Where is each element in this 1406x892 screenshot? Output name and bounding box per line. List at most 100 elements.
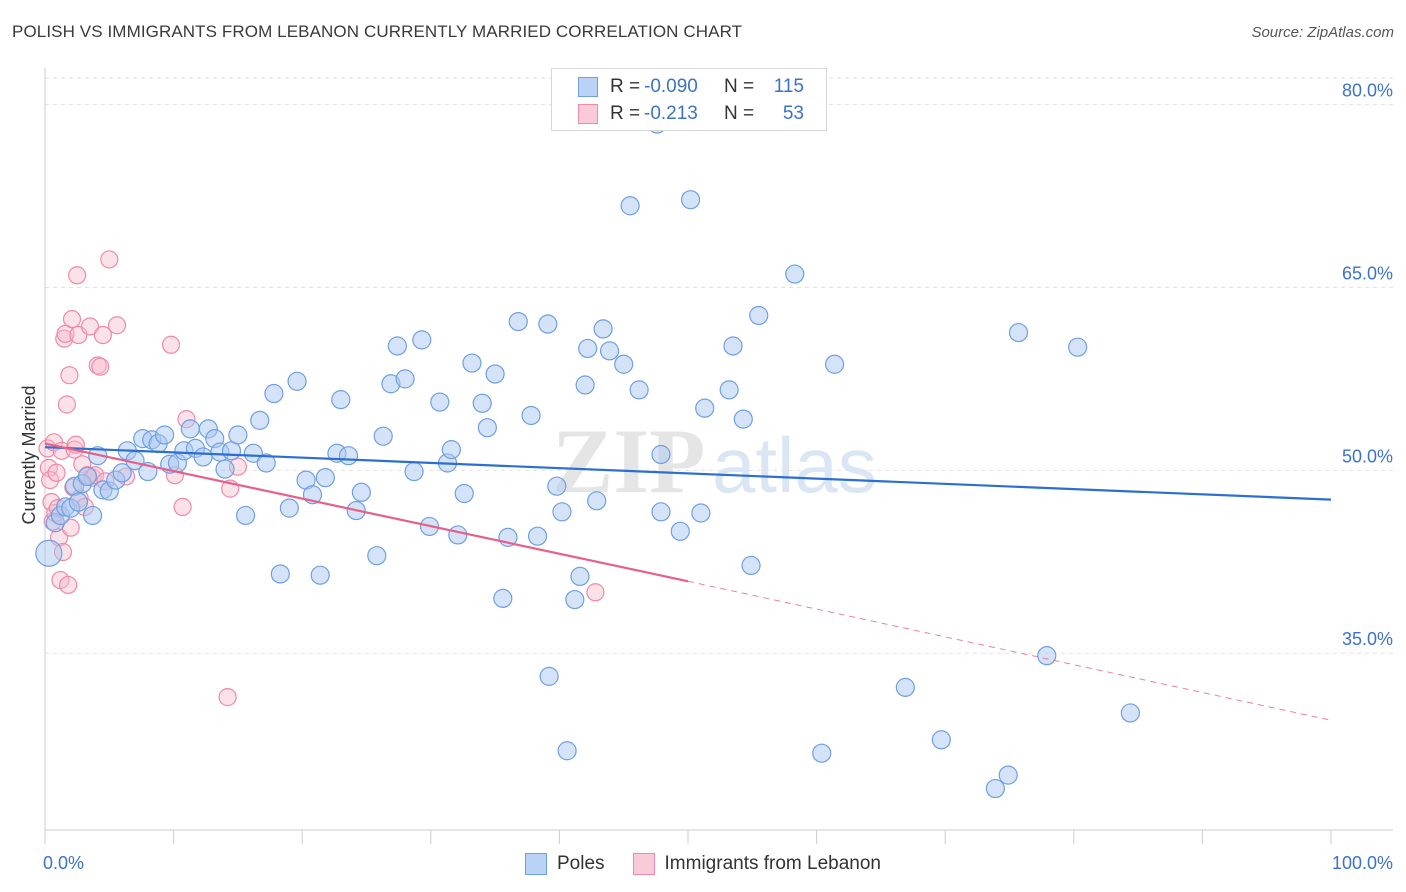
poles-point	[310, 565, 330, 585]
poles-point	[547, 476, 567, 496]
poles-point	[557, 741, 577, 761]
lebanon-point	[173, 497, 192, 517]
poles-point	[741, 555, 761, 576]
poles-point	[651, 444, 671, 465]
legend-item-poles: Poles	[524, 853, 605, 875]
lebanon-point	[161, 335, 181, 354]
n-value: 115	[773, 76, 804, 97]
poles-point	[1120, 703, 1140, 723]
poles-point	[1037, 646, 1057, 666]
legend-label-poles: Poles	[556, 853, 605, 874]
poles-point	[985, 778, 1005, 799]
lebanon-point	[47, 463, 66, 482]
poles-point	[620, 196, 640, 216]
poles-point	[485, 364, 505, 384]
lebanon-point	[100, 250, 119, 269]
poles-point	[552, 502, 572, 522]
poles-point	[250, 410, 270, 430]
poles-point	[691, 503, 711, 523]
poles-point	[430, 392, 450, 412]
y-tick-label: 35.0%	[1342, 629, 1393, 649]
poles-point	[338, 446, 359, 466]
poles-point	[1008, 322, 1029, 343]
poles-point	[570, 566, 590, 587]
trend-lines	[44, 442, 1332, 721]
poles-point	[154, 425, 175, 445]
poles-point	[472, 393, 492, 413]
poles-point	[651, 502, 671, 522]
y-tick-label: 80.0%	[1342, 81, 1393, 101]
poles-point	[228, 425, 248, 445]
poles-point	[462, 353, 482, 373]
r-value: -0.213	[644, 103, 698, 124]
poles-point	[719, 380, 739, 400]
lebanon-point	[91, 357, 110, 376]
poles-point	[599, 341, 620, 361]
lebanon-point	[586, 583, 605, 602]
lebanon-point	[107, 316, 127, 335]
source-label: Source: ZipAtlas.com	[1251, 24, 1394, 41]
lebanon-point	[57, 395, 76, 414]
poles-point	[279, 498, 299, 518]
poles-point	[733, 409, 753, 429]
poles-point	[315, 468, 335, 488]
n-label: N =	[724, 76, 755, 97]
poles-trend-line	[44, 446, 1332, 501]
tick-labels: 35.0% 50.0% 65.0% 80.0% 0.0% 100.0%	[43, 81, 1393, 873]
poles-point	[236, 505, 256, 526]
poles-point	[527, 526, 548, 546]
y-axis-label: Currently Married	[19, 385, 39, 524]
poles-point	[931, 730, 951, 750]
lebanon-swatch	[632, 853, 655, 875]
poles-point	[539, 666, 559, 686]
poles-point	[749, 305, 769, 326]
series-poles-points	[35, 69, 1140, 799]
poles-point	[629, 380, 649, 400]
poles-point	[454, 483, 474, 504]
r-label: R =	[610, 103, 641, 124]
watermark-zip: ZIP	[552, 410, 705, 512]
poles-point	[587, 491, 607, 511]
poles-point	[895, 677, 915, 697]
poles-point	[68, 492, 89, 512]
x-tick-label-min: 0.0%	[43, 853, 84, 873]
poles-point	[367, 546, 387, 566]
r-value: -0.090	[644, 76, 698, 97]
lebanon-trend-line	[44, 442, 689, 583]
poles-point	[825, 354, 845, 374]
lebanon-point	[62, 310, 82, 329]
poles-point	[112, 463, 132, 483]
grid-lines	[45, 77, 1393, 654]
chart-title: POLISH VS IMMIGRANTS FROM LEBANON CURREN…	[12, 22, 743, 41]
legend-row-lebanon: R = -0.213 N = 53	[552, 100, 804, 128]
poles-point	[521, 405, 541, 426]
poles-point	[373, 426, 393, 446]
poles-point	[998, 765, 1018, 785]
lebanon-trend-extension	[687, 580, 1332, 721]
poles-point	[404, 461, 424, 482]
poles-point	[578, 338, 598, 359]
poles-point	[593, 319, 613, 339]
n-value: 53	[782, 103, 804, 124]
poles-point	[243, 443, 263, 463]
poles-point	[812, 743, 832, 763]
poles-point	[35, 539, 63, 567]
legend-label-lebanon: Immigrants from Lebanon	[664, 853, 882, 874]
poles-point	[264, 383, 284, 404]
poles-point	[351, 482, 371, 502]
poles-swatch	[578, 77, 598, 97]
poles-point	[723, 336, 743, 356]
legend-row-poles: R = -0.090 N = 115	[552, 73, 804, 101]
lebanon-swatch	[578, 104, 598, 124]
poles-point	[331, 390, 351, 410]
poles-point	[614, 354, 634, 374]
poles-point	[215, 459, 235, 479]
poles-point	[695, 398, 715, 418]
poles-point	[493, 588, 513, 608]
poles-point	[387, 336, 407, 356]
poles-point	[448, 525, 468, 545]
lebanon-point	[93, 325, 112, 345]
poles-point	[180, 419, 200, 439]
poles-point	[270, 564, 290, 584]
